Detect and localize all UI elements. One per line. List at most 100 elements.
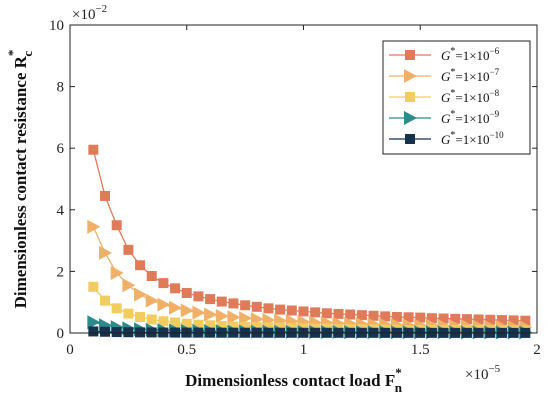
data-point: [438, 313, 449, 324]
y-tick-label: 4: [57, 203, 65, 219]
data-point: [205, 294, 216, 305]
data-point: [123, 327, 134, 338]
data-point: [240, 300, 251, 311]
data-point: [180, 303, 194, 318]
x-tick-label: 1: [300, 342, 308, 358]
y-tick-label: 2: [57, 264, 65, 280]
data-point: [146, 327, 157, 338]
data-point: [135, 260, 146, 271]
data-point: [88, 144, 99, 155]
series-0: [88, 144, 531, 326]
legend-item-1: G*=1×10−7: [389, 67, 500, 84]
data-point: [158, 278, 169, 289]
data-point: [100, 295, 111, 306]
data-point: [275, 304, 286, 315]
data-point: [192, 305, 206, 320]
data-point: [110, 265, 124, 280]
data-point: [251, 301, 262, 312]
data-point: [356, 310, 367, 321]
legend-item-2: G*=1×10−8: [389, 88, 500, 105]
data-point: [170, 283, 181, 294]
data-point: [298, 306, 309, 317]
legend-marker: [405, 134, 415, 144]
data-point: [146, 271, 157, 282]
data-point: [111, 220, 122, 231]
y-axis-label: Dimensionless contact resistance R*c: [5, 50, 35, 309]
data-point: [193, 291, 204, 302]
legend-item-0: G*=1×10−6: [389, 46, 500, 63]
x-tick-label: 2: [533, 342, 541, 358]
data-point: [134, 287, 148, 302]
data-point: [123, 308, 134, 319]
data-point: [426, 313, 437, 324]
y-tick-label: 10: [49, 18, 64, 34]
x-tick-label: 0: [66, 342, 74, 358]
data-point: [100, 190, 111, 201]
x-axis-label: Dimensionless contact load F* n: [185, 365, 403, 395]
data-point: [169, 300, 183, 315]
series-line-0: [92, 149, 526, 322]
data-point: [415, 312, 426, 323]
data-point: [286, 305, 297, 316]
data-point: [157, 297, 171, 312]
y-axis-multiplier: ×10−2: [72, 3, 107, 23]
data-point: [87, 219, 101, 234]
data-point: [146, 314, 157, 325]
data-point: [111, 303, 122, 314]
x-tick-label: 0.5: [177, 342, 196, 358]
data-point: [403, 312, 414, 323]
data-point: [181, 318, 192, 329]
y-tick-label: 0: [57, 326, 65, 342]
data-point: [263, 303, 274, 314]
data-point: [310, 307, 321, 318]
data-point: [123, 244, 134, 255]
data-point: [496, 315, 507, 326]
data-point: [227, 310, 241, 325]
data-point: [391, 311, 402, 322]
data-point: [520, 315, 531, 326]
x-tick-label: 1.5: [411, 342, 430, 358]
axes: 0 0.5 1 1.5 2 0 2 4 6 8 10: [49, 18, 541, 358]
data-point: [368, 310, 379, 321]
x-axis-multiplier: ×10−5: [465, 363, 501, 383]
data-point: [263, 322, 274, 333]
data-point: [345, 309, 356, 320]
data-point: [170, 317, 181, 328]
legend-marker: [404, 111, 417, 125]
legend-label: G*=1×10−9: [441, 109, 500, 126]
legend-label: G*=1×10−10: [441, 130, 504, 147]
data-point: [215, 309, 229, 324]
data-point: [461, 314, 472, 325]
data-point: [158, 316, 169, 327]
data-point: [135, 327, 146, 338]
data-point: [240, 321, 251, 332]
data-point: [99, 245, 113, 260]
data-point: [473, 314, 484, 325]
data-point: [88, 326, 99, 337]
data-point: [239, 311, 253, 326]
legend-marker: [405, 50, 415, 60]
data-point: [205, 320, 216, 331]
legend-item-3: G*=1×10−9: [389, 109, 500, 126]
data-point: [181, 287, 192, 298]
legend: G*=1×10−6 G*=1×10−7 G*=1×10−8 G*=1×10−9 G*=1…: [382, 40, 531, 155]
data-point: [380, 311, 391, 322]
plot-area: [87, 144, 533, 340]
legend-marker: [405, 92, 415, 102]
data-point: [111, 327, 122, 338]
data-point: [228, 321, 239, 332]
data-point: [87, 315, 101, 330]
legend-label: G*=1×10−8: [441, 88, 500, 105]
data-point: [122, 278, 136, 293]
data-point: [204, 307, 218, 322]
data-point: [450, 313, 461, 324]
y-tick-label: 8: [57, 80, 65, 96]
data-point: [333, 308, 344, 319]
legend-item-4: G*=1×10−10: [389, 130, 504, 147]
data-point: [100, 326, 111, 337]
data-point: [216, 320, 227, 331]
data-point: [145, 293, 159, 308]
legend-label: G*=1×10−7: [441, 67, 500, 84]
legend-marker: [404, 69, 417, 83]
